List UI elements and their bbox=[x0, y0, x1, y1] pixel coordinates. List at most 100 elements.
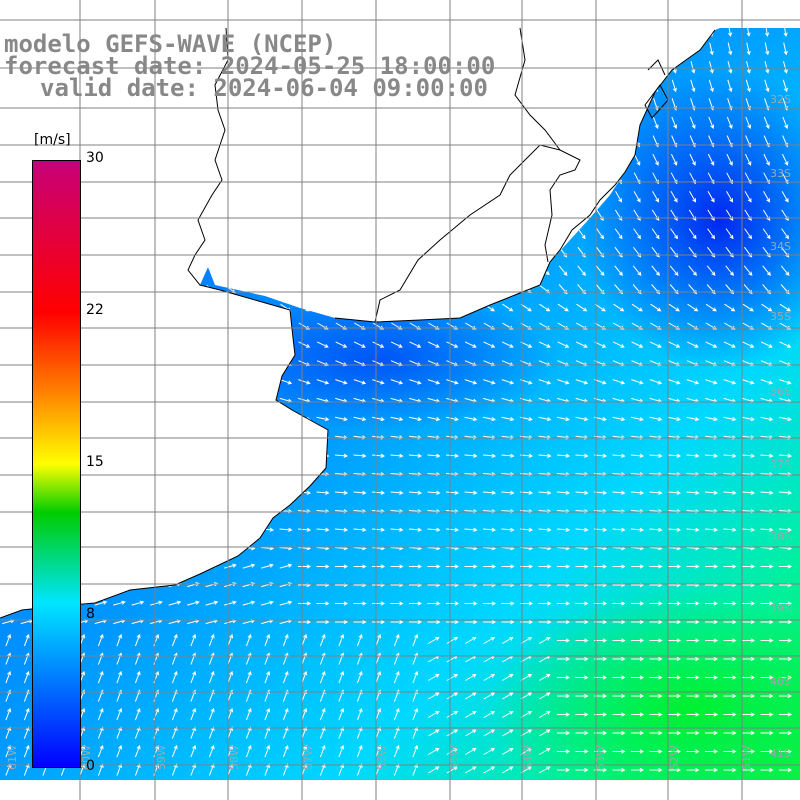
wind-arrow bbox=[465, 747, 477, 755]
wind-arrow bbox=[375, 707, 382, 721]
wind-arrow bbox=[705, 303, 717, 312]
wind-arrow bbox=[301, 707, 308, 721]
wind-arrow bbox=[557, 303, 569, 312]
wind-arrow bbox=[208, 670, 215, 684]
wind-arrow bbox=[502, 636, 514, 644]
wind-arrow bbox=[575, 379, 589, 385]
wind-arrow bbox=[390, 341, 403, 348]
wind-arrow bbox=[745, 79, 751, 93]
wind-arrow bbox=[465, 692, 477, 700]
wind-arrow bbox=[612, 341, 625, 348]
wind-arrow bbox=[464, 490, 478, 495]
wind-arrow bbox=[779, 564, 793, 569]
wind-arrow bbox=[464, 564, 478, 569]
wind-arrow bbox=[668, 693, 682, 699]
wind-arrow bbox=[464, 601, 478, 606]
wind-arrow bbox=[668, 730, 682, 736]
wind-arrow bbox=[538, 453, 552, 458]
wind-arrow bbox=[428, 747, 440, 755]
wind-arrow bbox=[745, 116, 752, 130]
wind-arrow bbox=[631, 601, 645, 606]
wind-arrow bbox=[668, 379, 681, 385]
wind-arrow bbox=[686, 601, 700, 606]
wind-arrow bbox=[427, 527, 441, 532]
wind-arrow bbox=[483, 619, 497, 625]
wind-arrow bbox=[483, 710, 496, 718]
wind-arrow bbox=[372, 341, 385, 348]
wind-arrow bbox=[356, 744, 363, 758]
lagoon-outline bbox=[644, 59, 669, 119]
wind-arrow bbox=[556, 453, 571, 458]
wind-arrow bbox=[279, 563, 293, 569]
wind-arrow bbox=[686, 675, 700, 680]
lat-label-32S: 32S bbox=[770, 93, 791, 106]
wind-arrow bbox=[316, 490, 330, 495]
wind-arrow bbox=[760, 527, 774, 532]
wind-arrow bbox=[409, 341, 422, 348]
wind-arrow bbox=[316, 416, 330, 422]
wind-arrow bbox=[575, 527, 589, 532]
wind-arrow bbox=[707, 191, 715, 203]
wind-arrow bbox=[301, 670, 308, 684]
wind-arrow bbox=[727, 61, 733, 74]
wind-arrow bbox=[631, 730, 645, 736]
wind-arrow bbox=[764, 42, 770, 56]
wind-arrow bbox=[23, 744, 30, 758]
wind-arrow bbox=[704, 490, 719, 495]
wind-arrow bbox=[483, 766, 496, 774]
colorbar-tick-15: 15 bbox=[86, 454, 104, 470]
wind-arrow bbox=[764, 61, 770, 74]
wind-arrow bbox=[446, 564, 460, 569]
wind-arrow bbox=[723, 416, 737, 422]
wind-arrow bbox=[744, 191, 752, 203]
wind-arrow bbox=[612, 379, 626, 385]
lon-label-55W: 55W bbox=[448, 745, 461, 770]
wind-arrow bbox=[334, 490, 349, 495]
wind-arrow bbox=[612, 619, 626, 625]
wind-arrow bbox=[723, 712, 737, 717]
wind-arrow bbox=[556, 490, 571, 495]
wind-arrow bbox=[760, 712, 774, 717]
wind-arrow bbox=[705, 656, 719, 662]
wind-arrow bbox=[502, 729, 514, 737]
wind-arrow bbox=[761, 303, 773, 312]
wind-arrow bbox=[483, 341, 496, 348]
wind-arrow bbox=[631, 341, 644, 348]
wind-arrow bbox=[671, 116, 678, 130]
wind-arrow bbox=[539, 747, 551, 755]
wind-arrow bbox=[445, 527, 460, 532]
wind-arrow bbox=[668, 767, 682, 773]
wind-arrow bbox=[520, 636, 533, 644]
wind-arrow bbox=[612, 490, 626, 495]
wind-arrow bbox=[264, 670, 271, 684]
wind-arrow bbox=[97, 726, 104, 739]
wind-arrow bbox=[725, 228, 734, 240]
wind-arrow bbox=[723, 564, 737, 569]
title-forecast-date: forecast date: 2024-05-25 18:00:00 bbox=[4, 52, 496, 80]
wind-arrow bbox=[483, 564, 497, 569]
wind-arrow bbox=[671, 79, 677, 93]
wind-arrow bbox=[316, 527, 330, 532]
wind-arrow bbox=[781, 191, 789, 203]
wind-arrow bbox=[557, 693, 571, 699]
wind-arrow bbox=[97, 633, 104, 647]
wind-arrow bbox=[427, 490, 441, 495]
wind-arrow bbox=[134, 633, 141, 647]
wind-arrow bbox=[282, 670, 289, 684]
wind-arrow bbox=[723, 693, 737, 699]
wind-arrow bbox=[723, 767, 737, 773]
wind-arrow bbox=[353, 416, 367, 422]
wind-arrow bbox=[615, 191, 623, 203]
wind-arrow bbox=[428, 636, 440, 644]
wind-arrow bbox=[538, 619, 552, 625]
wind-arrow bbox=[779, 767, 793, 773]
wind-arrow bbox=[651, 228, 660, 240]
wind-arrow bbox=[483, 416, 496, 422]
wind-arrow bbox=[116, 726, 123, 739]
lon-label-54W: 54W bbox=[522, 745, 535, 770]
wind-arrow bbox=[502, 710, 514, 718]
wind-arrow bbox=[539, 766, 551, 774]
wind-arrow bbox=[446, 710, 459, 718]
wind-arrow bbox=[113, 600, 126, 606]
wind-arrow bbox=[356, 670, 363, 684]
